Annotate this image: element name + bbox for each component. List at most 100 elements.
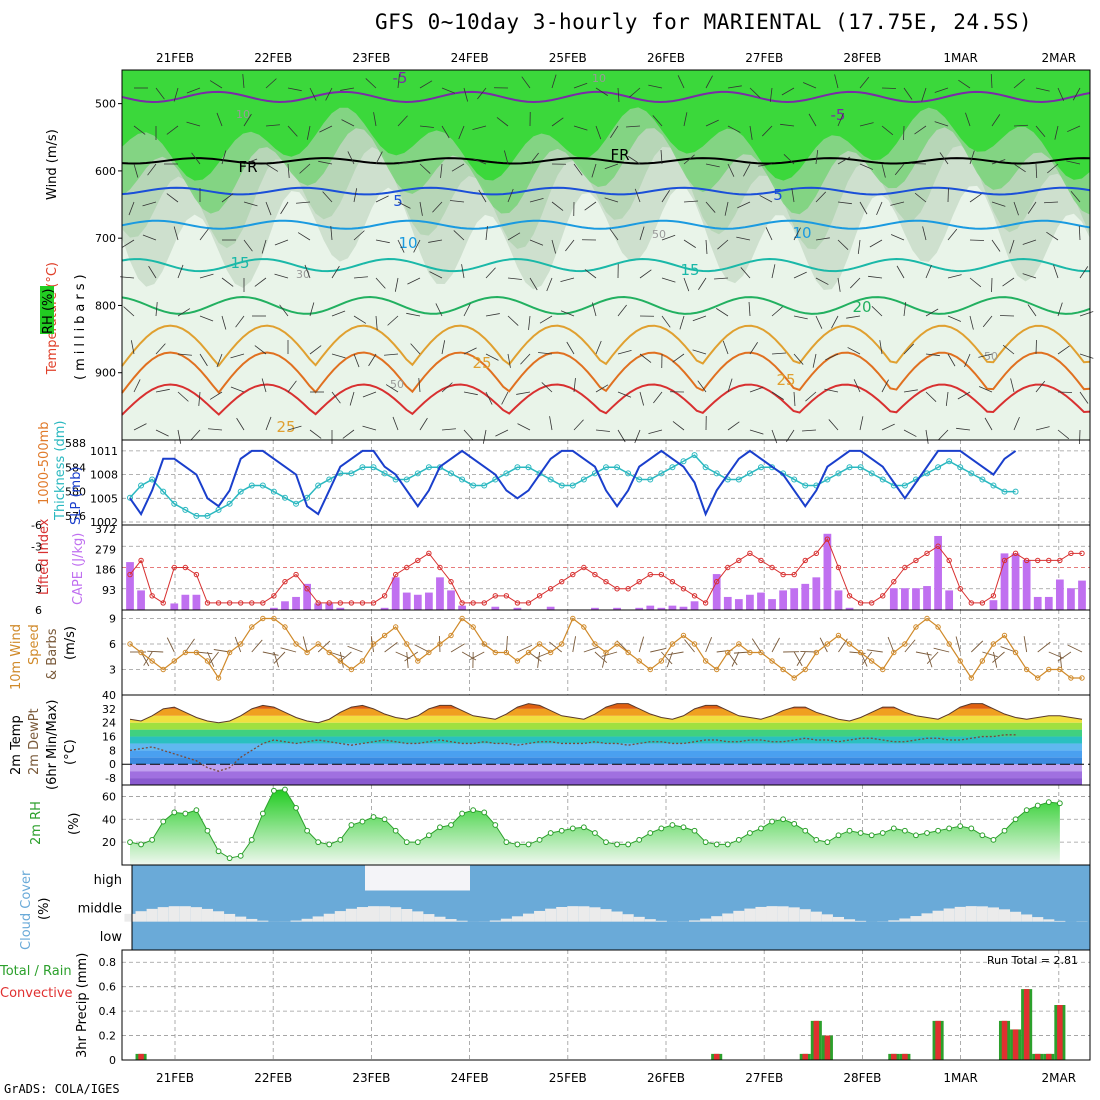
cloud-gap <box>556 906 568 922</box>
rh2m-point <box>702 839 709 846</box>
rh2m-panel: 20 40 60 <box>102 786 1063 865</box>
wind10-point <box>359 658 366 664</box>
lifted-index-point <box>437 564 443 571</box>
wind-barb <box>155 388 170 393</box>
wind-barb <box>947 353 956 367</box>
temp2m-panel-labels: 2m Temp 2m DewPt (6hr Min/Max) (°C) <box>9 700 78 790</box>
wind-barb <box>243 158 258 165</box>
lifted-index-point <box>271 593 277 599</box>
wind10-point <box>525 649 532 656</box>
cape-bar <box>270 607 278 610</box>
rh2m-point <box>758 825 764 832</box>
wind10-barb <box>1037 641 1051 653</box>
rh2m-point <box>459 810 465 817</box>
wind-barb <box>634 188 641 203</box>
temp2m-tick: 0 <box>109 758 116 771</box>
wind10-panel-labels: 10m Wind Speed & Barbs (m/s) <box>9 624 78 690</box>
wind10-barb <box>234 636 242 653</box>
rh2m-point <box>547 830 554 836</box>
wind-barb <box>565 239 575 252</box>
wind-barb <box>419 163 431 174</box>
wind10-barb <box>572 636 577 653</box>
date-label-bottom: 2MAR <box>1042 1071 1077 1085</box>
wind-barb <box>190 429 201 441</box>
rh2m-point <box>492 822 499 828</box>
isotherm-label: 25 <box>776 371 795 389</box>
wind10-point <box>924 615 930 622</box>
cape-bar <box>823 533 832 610</box>
wind-barb <box>849 277 861 289</box>
wind10-barb <box>955 636 961 653</box>
wind-barb <box>177 264 184 279</box>
lifted-index-point <box>979 600 986 606</box>
rh2m-point <box>1034 802 1041 809</box>
wind-barb <box>441 382 453 393</box>
date-label-top: 27FEB <box>745 51 783 65</box>
thickness-frame <box>121 439 1091 526</box>
wind-barb <box>748 302 751 317</box>
wind-barb <box>482 429 487 444</box>
wind-barb <box>429 271 443 279</box>
wind-barb <box>802 82 817 89</box>
wind10-barb <box>406 651 409 668</box>
isotherm-label: 25 <box>276 418 295 436</box>
lifted-index-point <box>747 550 753 557</box>
lifted-index-series <box>129 538 1082 604</box>
date-label-bottom: 26FEB <box>647 1071 685 1085</box>
precip-conv-bar <box>813 1020 820 1060</box>
cloud-gap <box>257 920 269 922</box>
thickness-point <box>425 464 432 471</box>
rh2m-point <box>425 832 432 839</box>
thickness-panel: 576 580 584 588 1002 1005 1008 1011 <box>65 437 1019 529</box>
wind10-point <box>271 615 277 622</box>
thickness-tick: 584 <box>65 461 86 474</box>
wind-barb <box>1013 124 1029 127</box>
wind-barb <box>771 429 778 444</box>
wind10-barb <box>549 641 563 653</box>
wind10-point <box>536 641 543 647</box>
wind-barb <box>507 277 522 280</box>
wind-barb <box>221 277 234 287</box>
wind10-point <box>1046 666 1052 673</box>
thickness-point <box>791 476 798 483</box>
cloud-panel-labels: Cloud Cover (%) <box>19 870 52 950</box>
precip-label-b: Convective <box>0 986 73 1001</box>
thickness-point <box>614 464 621 471</box>
upper-frame <box>121 69 1091 441</box>
cape-bar <box>1033 596 1042 610</box>
wind-barb <box>683 239 696 248</box>
wind-barb <box>155 429 169 437</box>
isotherm-line <box>121 258 1091 273</box>
wind-barb <box>573 163 583 176</box>
wind-barb <box>984 417 993 431</box>
cloud-gap <box>844 919 856 922</box>
lifted-index-label: Lifted Index <box>37 518 52 595</box>
rh2m-point <box>514 841 521 848</box>
thickness-point <box>293 500 300 507</box>
wind-barb <box>761 125 773 137</box>
cape-bar <box>635 607 644 610</box>
cloud-label-b: (%) <box>37 898 52 921</box>
wind10-tick: 6 <box>109 638 116 651</box>
rh2m-point <box>525 841 532 848</box>
thickness-point <box>868 470 875 477</box>
isotherm-label: -5 <box>393 69 408 87</box>
wind10-barb <box>970 640 984 653</box>
thickness-series <box>129 454 1016 517</box>
rh2m-point <box>669 822 676 828</box>
wind-barb <box>373 112 377 127</box>
wind10-barb <box>262 651 279 656</box>
cloud-gap <box>124 913 136 922</box>
wind10-barb <box>904 639 916 653</box>
wind-barb <box>397 239 405 253</box>
wind10-point <box>824 641 831 647</box>
wind-barb <box>604 197 619 203</box>
rh-label: 10 <box>592 72 606 85</box>
date-label-top: 23FEB <box>352 51 390 65</box>
isotherm-line <box>121 324 1091 368</box>
wind-barb <box>503 150 509 165</box>
wind10-barb <box>1059 651 1062 668</box>
precip-conv-bar <box>935 1020 941 1060</box>
thickness-point <box>603 464 609 471</box>
wind-barb <box>560 277 575 283</box>
